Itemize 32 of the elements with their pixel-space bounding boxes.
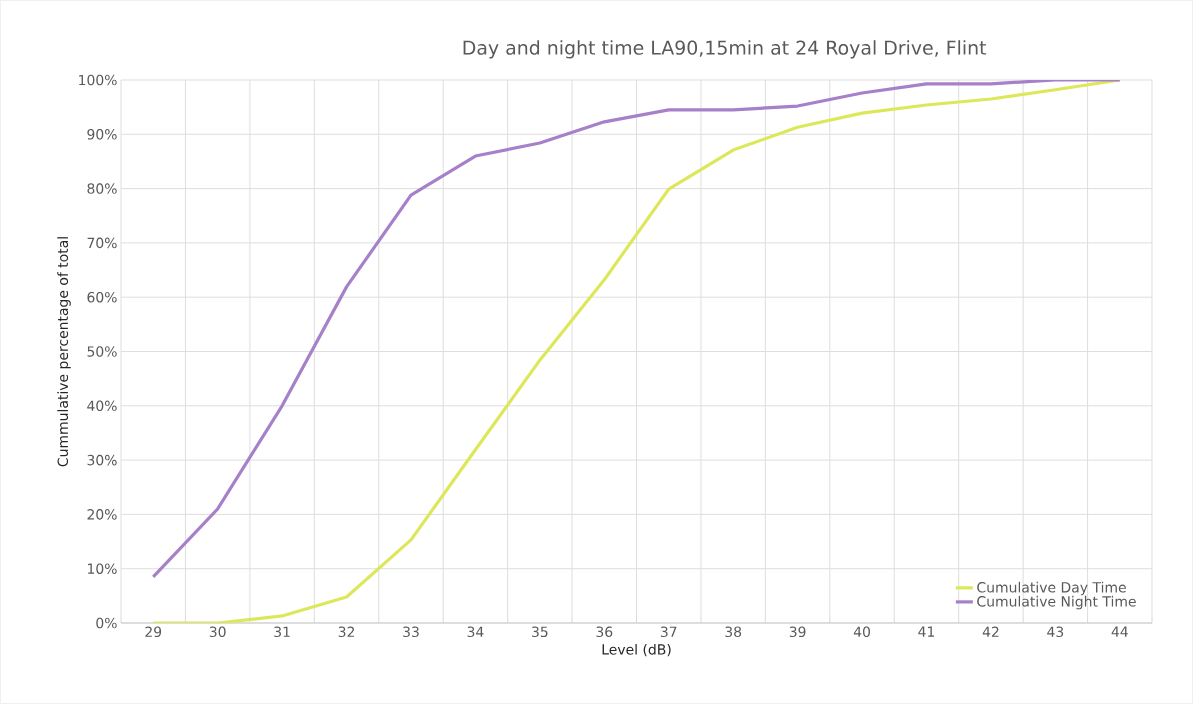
- x-tick-label: 34: [467, 626, 484, 638]
- x-tick-label: 38: [725, 626, 742, 638]
- x-tick-label: 42: [982, 626, 999, 637]
- x-tick-label: 31: [274, 626, 290, 638]
- y-tick-label: 40%: [87, 400, 117, 412]
- y-tick-label: 60%: [87, 291, 117, 303]
- y-tick-label: 20%: [87, 509, 117, 520]
- y-axis-title: Cummulative percentage of total: [57, 237, 71, 467]
- chart-title: Day and night time LA90,15min at 24 Royal Drive, Flint: [463, 40, 987, 59]
- y-tick-label: 90%: [87, 129, 117, 140]
- x-axis-title: Level (dB): [602, 643, 671, 657]
- y-tick-label: 70%: [87, 237, 117, 249]
- y-tick-label: 0%: [96, 617, 117, 629]
- x-tick-label: 37: [660, 626, 677, 638]
- x-tick-label: 29: [145, 626, 162, 638]
- x-tick-label: 30: [209, 626, 226, 638]
- y-tick-label: 80%: [87, 183, 117, 194]
- x-tick-label: 40: [853, 626, 870, 638]
- x-tick-label: 43: [1047, 626, 1064, 638]
- x-tick-label: 41: [918, 626, 935, 637]
- y-tick-label: 10%: [88, 563, 117, 574]
- y-tick-label: 50%: [87, 346, 117, 357]
- x-tick-label: 32: [338, 626, 355, 638]
- x-tick-label: 35: [532, 626, 548, 638]
- x-tick-label: 44: [1111, 626, 1128, 637]
- legend-label: Cumulative Day Time: [977, 581, 1126, 596]
- legend-label: Cumulative Night Time: [977, 595, 1136, 610]
- y-tick-label: 30%: [87, 454, 117, 466]
- y-tick-label: 100%: [79, 74, 117, 86]
- x-tick-label: 36: [596, 626, 613, 638]
- x-tick-label: 39: [789, 626, 806, 638]
- x-tick-label: 33: [403, 626, 419, 638]
